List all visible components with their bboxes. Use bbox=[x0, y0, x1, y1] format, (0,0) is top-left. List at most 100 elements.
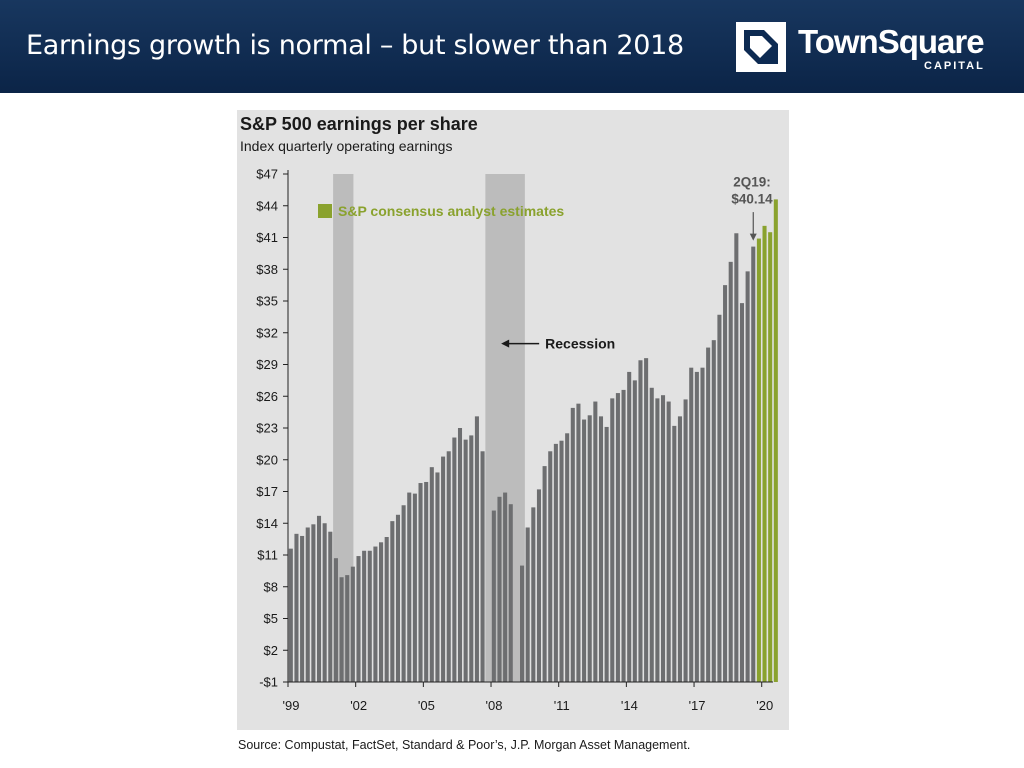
eps-bar-61 bbox=[632, 380, 637, 682]
source-note: Source: Compustat, FactSet, Standard & P… bbox=[238, 738, 691, 752]
eps-bar-82 bbox=[751, 246, 756, 682]
eps-bar-74 bbox=[706, 347, 711, 682]
eps-bar-2 bbox=[300, 535, 305, 682]
callout-arrow-head bbox=[749, 233, 757, 241]
eps-bar-80 bbox=[739, 303, 745, 682]
eps-bar-15 bbox=[373, 546, 378, 682]
eps-bar-48 bbox=[559, 440, 564, 682]
eps-bar-54 bbox=[593, 401, 598, 682]
x-tick-label: '08 bbox=[486, 698, 503, 713]
eps-bar-69 bbox=[677, 416, 682, 682]
eps-bar-3 bbox=[305, 527, 310, 682]
chart-title: S&P 500 earnings per share bbox=[240, 114, 478, 134]
eps-bar-56 bbox=[604, 426, 609, 682]
y-tick-label: $38 bbox=[256, 262, 278, 277]
eps-bar-41 bbox=[520, 565, 525, 682]
slide-header: Earnings growth is normal – but slower t… bbox=[0, 0, 1024, 93]
eps-bar-73 bbox=[700, 367, 705, 682]
eps-bar-27 bbox=[441, 456, 446, 682]
y-tick-label: $23 bbox=[256, 421, 278, 436]
square-notch-logo-icon bbox=[736, 22, 786, 72]
x-tick-label: '11 bbox=[554, 698, 570, 713]
chart-panel: $47 $44 $41 $38 $35 $32 $29 $26 $23 $20 $17 $14 $11 $… bbox=[237, 110, 789, 730]
y-tick-label: $35 bbox=[256, 294, 278, 309]
eps-bar-7 bbox=[328, 531, 333, 682]
estimate-bar-3 bbox=[773, 199, 778, 682]
y-tick-label: $5 bbox=[264, 611, 278, 626]
chart-subtitle: Index quarterly operating earnings bbox=[240, 138, 453, 154]
eps-bar-50 bbox=[570, 407, 575, 682]
eps-bar-44 bbox=[536, 489, 541, 682]
eps-bar-4 bbox=[311, 524, 316, 682]
eps-bar-62 bbox=[638, 360, 643, 682]
y-tick-label: $8 bbox=[264, 579, 278, 594]
eps-bar-1 bbox=[294, 533, 299, 682]
y-tick-label: $29 bbox=[256, 357, 278, 372]
estimate-bar-1 bbox=[762, 225, 767, 682]
eps-bar-66 bbox=[660, 395, 666, 682]
recession-label: Recession bbox=[545, 336, 615, 352]
eps-bar-10 bbox=[345, 575, 350, 682]
eps-bar-20 bbox=[401, 505, 406, 682]
eps-bar-65 bbox=[655, 398, 660, 682]
x-tick-label: '20 bbox=[756, 698, 773, 713]
eps-bar-55 bbox=[598, 416, 604, 682]
eps-bar-42 bbox=[525, 527, 530, 682]
eps-bar-36 bbox=[491, 510, 496, 682]
logo-subtitle: CAPITAL bbox=[924, 60, 985, 72]
eps-bar-6 bbox=[322, 523, 327, 682]
eps-bar-60 bbox=[627, 371, 632, 682]
eps-bar-45 bbox=[542, 466, 547, 682]
y-tick-label: $41 bbox=[256, 230, 278, 245]
x-tick-label: '99 bbox=[283, 698, 300, 713]
y-tick-label: $11 bbox=[257, 548, 278, 563]
eps-bar-30 bbox=[457, 428, 463, 682]
eps-bar-57 bbox=[610, 398, 615, 682]
eps-bar-31 bbox=[463, 439, 468, 682]
eps-bar-13 bbox=[362, 550, 367, 682]
eps-bar-64 bbox=[649, 387, 654, 682]
eps-bar-12 bbox=[356, 556, 361, 682]
callout-value-label: $40.14 bbox=[731, 191, 773, 206]
eps-bar-59 bbox=[621, 389, 626, 682]
eps-bar-19 bbox=[395, 514, 401, 682]
eps-bar-24 bbox=[424, 481, 429, 682]
recession-band-0 bbox=[333, 174, 354, 682]
eps-bar-34 bbox=[480, 451, 485, 682]
eps-bar-52 bbox=[582, 419, 587, 682]
eps-chart: $47 $44 $41 $38 $35 $32 $29 $26 $23 $20 $17 $14 $11 $… bbox=[256, 167, 778, 713]
eps-bar-75 bbox=[711, 340, 716, 682]
eps-bar-11 bbox=[350, 566, 355, 682]
eps-bar-67 bbox=[666, 401, 671, 682]
eps-bar-22 bbox=[412, 493, 417, 682]
eps-bar-9 bbox=[339, 577, 344, 682]
slide-title: Earnings growth is normal – but slower t… bbox=[26, 30, 684, 61]
eps-bar-0 bbox=[288, 548, 293, 682]
y-tick-label: $2 bbox=[264, 643, 278, 658]
y-tick-label: -$1 bbox=[259, 675, 278, 690]
eps-bar-70 bbox=[683, 399, 688, 682]
townsquare-logo: TownSquare CAPITAL bbox=[736, 22, 1006, 72]
eps-bar-16 bbox=[379, 542, 384, 682]
eps-bar-63 bbox=[644, 358, 649, 682]
eps-bar-8 bbox=[333, 558, 338, 682]
eps-bar-71 bbox=[689, 367, 694, 682]
eps-bar-32 bbox=[469, 435, 474, 682]
eps-bar-28 bbox=[446, 451, 451, 682]
eps-bar-38 bbox=[503, 492, 508, 682]
eps-bar-26 bbox=[435, 472, 440, 682]
y-tick-label: $44 bbox=[256, 198, 278, 213]
y-tick-label: $14 bbox=[256, 516, 278, 531]
eps-bar-33 bbox=[474, 416, 479, 682]
x-tick-label: '05 bbox=[418, 698, 435, 713]
eps-bar-76 bbox=[717, 314, 722, 682]
y-tick-label: $26 bbox=[256, 389, 278, 404]
eps-bar-49 bbox=[565, 433, 570, 682]
eps-bar-68 bbox=[672, 425, 677, 682]
eps-bar-46 bbox=[548, 451, 553, 682]
logo-name: TownSquare bbox=[798, 23, 985, 60]
eps-bar-5 bbox=[316, 515, 322, 682]
y-tick-label: $32 bbox=[256, 325, 278, 340]
legend-label: S&P consensus analyst estimates bbox=[338, 203, 564, 219]
eps-bar-39 bbox=[508, 504, 513, 682]
